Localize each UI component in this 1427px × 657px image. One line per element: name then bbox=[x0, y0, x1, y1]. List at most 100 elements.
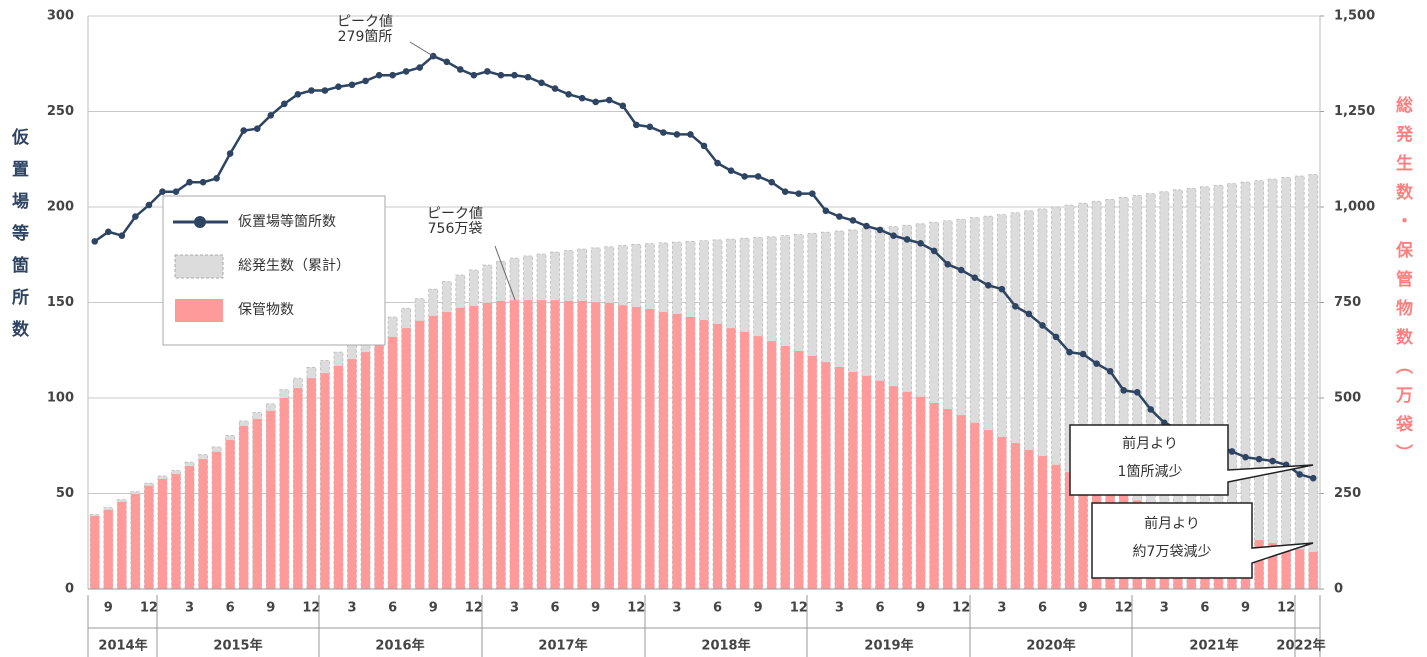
bar bbox=[1037, 208, 1048, 590]
point bbox=[822, 207, 830, 215]
bar bbox=[157, 478, 167, 589]
point bbox=[795, 190, 803, 197]
annotation: ピーク値 bbox=[427, 206, 483, 222]
bar bbox=[753, 336, 763, 589]
annotation: 1箇所減少 bbox=[1118, 463, 1183, 480]
bar bbox=[239, 425, 249, 589]
bar bbox=[726, 328, 736, 589]
point bbox=[511, 71, 518, 79]
bar bbox=[1078, 202, 1088, 590]
x-tick-label: 12 bbox=[1277, 601, 1295, 616]
point bbox=[416, 64, 423, 71]
bar bbox=[347, 359, 357, 589]
point bbox=[836, 213, 843, 220]
y2-tick-label: 0 bbox=[1334, 582, 1343, 597]
point bbox=[673, 131, 681, 138]
point bbox=[619, 102, 627, 110]
point bbox=[145, 201, 153, 209]
point bbox=[1255, 455, 1263, 463]
bar bbox=[509, 300, 519, 589]
point bbox=[985, 282, 992, 289]
bar bbox=[144, 485, 154, 589]
point bbox=[308, 87, 315, 94]
point bbox=[1309, 474, 1317, 482]
bar bbox=[415, 320, 425, 589]
point bbox=[118, 232, 126, 239]
legend-marker bbox=[194, 216, 206, 228]
point bbox=[91, 238, 99, 245]
x-tick-label: 3 bbox=[347, 601, 356, 616]
bar bbox=[279, 398, 289, 589]
point bbox=[321, 87, 329, 94]
y2-tick-label: 1,250 bbox=[1334, 104, 1375, 119]
x-tick-label: 12 bbox=[790, 601, 808, 616]
point bbox=[484, 68, 491, 75]
x-tick-label: 9 bbox=[754, 601, 763, 616]
point bbox=[429, 52, 437, 60]
bar bbox=[1295, 549, 1305, 589]
point bbox=[294, 91, 302, 98]
x-tick-label: 12 bbox=[952, 601, 970, 616]
bar bbox=[740, 331, 750, 589]
bar bbox=[794, 351, 804, 589]
point bbox=[470, 71, 478, 79]
point bbox=[741, 173, 748, 180]
x-tick-label: 6 bbox=[388, 601, 397, 616]
x-tick-label: 12 bbox=[302, 601, 320, 616]
bar bbox=[834, 367, 844, 589]
x-tick-label: 9 bbox=[104, 601, 113, 616]
bar bbox=[361, 352, 371, 589]
point bbox=[592, 98, 599, 106]
point bbox=[1093, 360, 1100, 367]
bar bbox=[455, 307, 465, 589]
x-tick-label: 9 bbox=[1241, 601, 1250, 616]
bar bbox=[130, 493, 140, 589]
year-label: 2021年 bbox=[1189, 638, 1238, 654]
bar bbox=[658, 312, 668, 589]
bar bbox=[266, 410, 276, 589]
x-tick-label: 9 bbox=[916, 601, 925, 616]
x-tick-label: 9 bbox=[429, 601, 438, 616]
point bbox=[849, 217, 857, 224]
bar bbox=[1186, 187, 1197, 590]
bar bbox=[1254, 540, 1264, 589]
point bbox=[105, 228, 112, 236]
point bbox=[1133, 388, 1141, 396]
bar bbox=[401, 328, 411, 589]
point bbox=[930, 247, 938, 255]
point bbox=[1242, 453, 1249, 461]
y2-tick-label: 500 bbox=[1334, 391, 1361, 406]
y2-tick-label: 1,000 bbox=[1334, 200, 1375, 215]
x-tick-label: 3 bbox=[835, 601, 844, 616]
point bbox=[362, 77, 369, 85]
bar bbox=[1308, 174, 1319, 590]
point bbox=[917, 239, 924, 247]
callout-box bbox=[1091, 502, 1314, 579]
year-label: 2019年 bbox=[864, 638, 913, 654]
year-label: 2014年 bbox=[98, 638, 147, 654]
point bbox=[199, 178, 207, 186]
bar bbox=[1105, 198, 1116, 590]
point bbox=[375, 71, 383, 79]
point bbox=[1269, 457, 1276, 465]
bar bbox=[320, 373, 330, 589]
point bbox=[565, 91, 572, 98]
bar bbox=[780, 346, 790, 589]
bar bbox=[1078, 480, 1088, 589]
y-tick-label: 100 bbox=[47, 391, 74, 406]
point bbox=[1228, 448, 1236, 455]
x-tick-label: 6 bbox=[551, 601, 560, 616]
point bbox=[348, 81, 356, 89]
bar bbox=[428, 315, 438, 589]
bar bbox=[1294, 175, 1305, 590]
point bbox=[186, 178, 193, 186]
bar bbox=[185, 465, 195, 589]
legend-swatch bbox=[175, 299, 223, 322]
point bbox=[497, 71, 505, 79]
point bbox=[944, 261, 951, 268]
year-label: 2020年 bbox=[1026, 638, 1075, 654]
bar bbox=[523, 300, 533, 589]
point bbox=[687, 131, 694, 138]
bar bbox=[1281, 546, 1291, 589]
